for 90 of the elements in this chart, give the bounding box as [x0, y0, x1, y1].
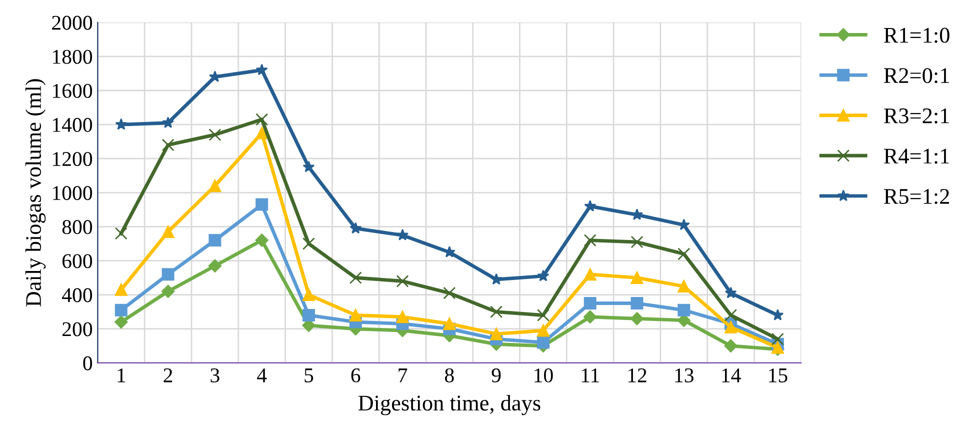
x-tick-label: 8: [445, 368, 454, 382]
x-tick-label: 2: [164, 368, 172, 382]
legend-label: R2=0:1: [884, 68, 949, 84]
y-tick-label: 1200: [53, 152, 92, 166]
point: [771, 332, 784, 346]
y-tick-label: 2000: [52, 16, 92, 30]
point: [162, 226, 174, 238]
y-tick-label: 1600: [53, 84, 92, 98]
x-tick-label: 10: [534, 368, 553, 382]
point: [443, 317, 456, 330]
y-tick-label: 1400: [53, 118, 92, 132]
y-tick-label: 400: [62, 288, 92, 302]
point: [302, 308, 315, 322]
point: [678, 304, 690, 316]
legend-label: R3=2:1: [884, 108, 949, 124]
point: [396, 228, 408, 240]
y-tick-label: 200: [62, 322, 92, 336]
point: [396, 310, 409, 324]
point: [490, 273, 502, 285]
point: [256, 126, 268, 140]
point: [724, 286, 737, 298]
point: [302, 160, 315, 172]
point: [208, 128, 222, 142]
point: [537, 270, 550, 282]
x-tick-label: 1: [118, 368, 126, 382]
x-tick-label: 13: [675, 368, 694, 382]
y-tick-label: 0: [83, 356, 92, 370]
point: [724, 308, 738, 322]
point: [349, 308, 362, 322]
legend-label: R1=1:0: [884, 28, 950, 43]
x-tick-label: 3: [210, 368, 220, 382]
x-tick-label: 9: [492, 368, 501, 382]
point: [724, 320, 738, 334]
point: [678, 248, 690, 260]
y-tick-label: 600: [62, 254, 92, 268]
point: [162, 116, 174, 128]
point: [256, 113, 268, 126]
x-tick-label: 4: [257, 368, 267, 382]
point: [208, 259, 222, 272]
point: [443, 286, 456, 300]
point: [631, 208, 643, 220]
point: [630, 312, 644, 326]
point: [771, 341, 784, 354]
y-tick-label: 1800: [53, 50, 92, 64]
point: [161, 284, 175, 298]
point: [208, 180, 222, 192]
point: [208, 234, 222, 247]
point: [724, 339, 738, 352]
point: [302, 237, 315, 250]
point: [114, 283, 128, 296]
point: [256, 198, 268, 211]
point: [162, 268, 174, 281]
x-tick-label: 11: [582, 368, 599, 382]
point: [584, 297, 596, 310]
point: [584, 268, 596, 281]
point: [114, 227, 128, 240]
x-tick-label: 5: [304, 368, 314, 382]
x-axis-title: Digestion time, days: [358, 394, 540, 416]
point: [350, 222, 362, 234]
legend-label: R4=1:1: [884, 148, 949, 164]
point: [396, 274, 409, 288]
point: [536, 308, 550, 322]
x-tick-label: 12: [628, 368, 646, 382]
x-tick-label: 15: [769, 368, 788, 382]
x-tick-label: 6: [351, 368, 360, 382]
point: [584, 200, 596, 212]
point: [630, 272, 644, 284]
point: [490, 306, 503, 318]
point: [114, 315, 128, 329]
point: [630, 297, 644, 310]
y-tick-label: 800: [62, 220, 92, 234]
point: [772, 308, 784, 320]
point: [255, 234, 268, 247]
point: [302, 288, 315, 302]
point: [630, 236, 644, 248]
point: [162, 138, 174, 152]
x-tick-label: 7: [398, 368, 408, 382]
point: [584, 310, 597, 324]
point: [536, 336, 550, 349]
point: [349, 272, 362, 284]
x-tick-label: 14: [722, 368, 741, 382]
point: [114, 304, 128, 316]
point: [536, 324, 550, 337]
point: [490, 328, 503, 340]
legend-label: R5=1:2: [884, 189, 949, 204]
y-axis-title: Daily biogas volume (ml): [25, 79, 46, 306]
point: [584, 234, 596, 247]
point: [115, 118, 128, 130]
y-tick-label: 1000: [53, 186, 92, 200]
point: [256, 64, 268, 76]
